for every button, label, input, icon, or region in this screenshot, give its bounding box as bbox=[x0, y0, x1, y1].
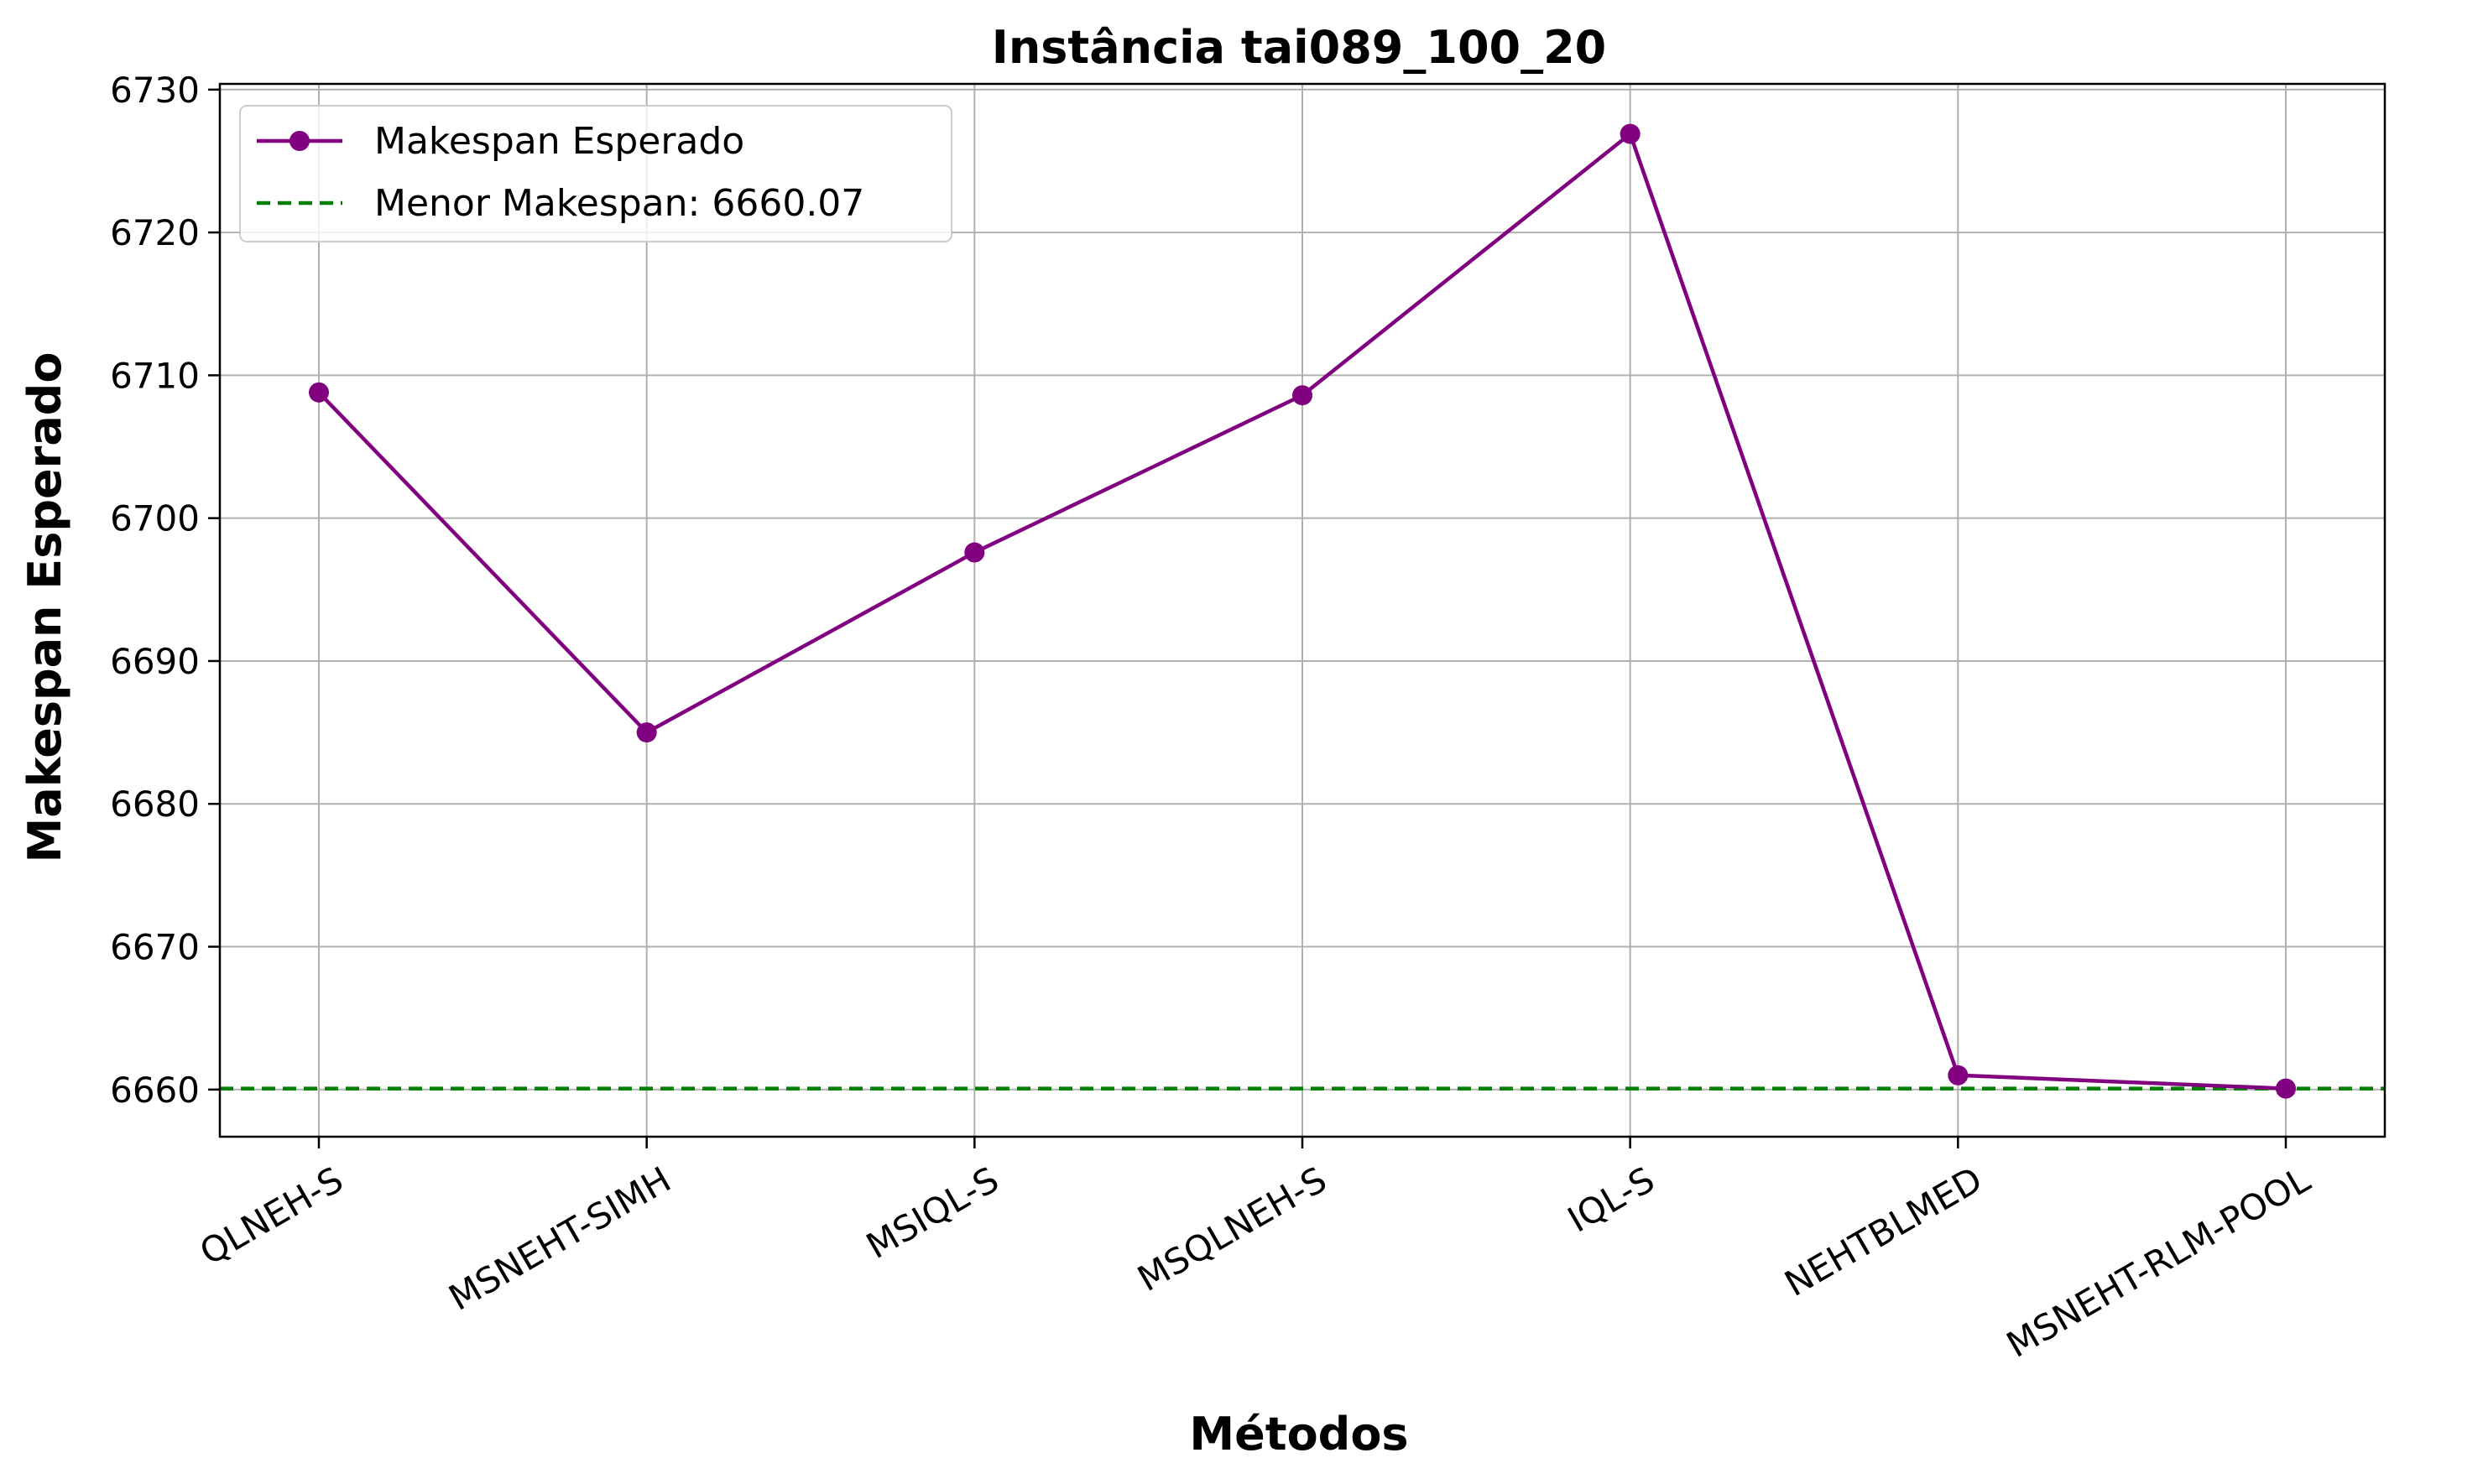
y-tick-label: 6730 bbox=[110, 70, 200, 111]
legend: Makespan Esperado Menor Makespan: 6660.0… bbox=[239, 105, 952, 242]
legend-box bbox=[239, 105, 952, 242]
legend-series-marker bbox=[290, 131, 310, 151]
y-tick-label: 6710 bbox=[110, 355, 200, 396]
y-tick-label: 6680 bbox=[110, 784, 200, 825]
series-layer bbox=[309, 123, 2296, 1099]
data-point bbox=[309, 382, 329, 403]
y-tick-label: 6720 bbox=[110, 212, 200, 253]
x-tick-label: NEHTBLMED bbox=[1777, 1159, 1989, 1304]
x-tick-label: QLNEH-S bbox=[193, 1159, 350, 1273]
data-point bbox=[1620, 123, 1641, 144]
y-tick-label: 6670 bbox=[110, 927, 200, 968]
data-point bbox=[2276, 1078, 2296, 1099]
legend-series-label: Makespan Esperado bbox=[374, 120, 744, 163]
data-point bbox=[636, 722, 657, 743]
data-point bbox=[1948, 1065, 1969, 1086]
x-axis-title: Métodos bbox=[1189, 1408, 1408, 1461]
y-tick-label: 6660 bbox=[110, 1070, 200, 1111]
y-axis: 6660 6670 6680 6690 6700 6710 6720 6730 bbox=[110, 70, 220, 1111]
y-tick-label: 6690 bbox=[110, 641, 200, 682]
data-point bbox=[964, 542, 985, 563]
x-axis: QLNEH-S MSNEHT-SIMH MSIQL-S MSQLNEH-S IQL-S N… bbox=[193, 1137, 2318, 1366]
legend-reference-label: Menor Makespan: 6660.07 bbox=[374, 182, 864, 225]
chart-title: Instância tai089_100_20 bbox=[992, 21, 1606, 74]
x-tick-label: MSQLNEH-S bbox=[1130, 1159, 1333, 1299]
grid-lines bbox=[220, 84, 2385, 1137]
y-tick-label: 6700 bbox=[110, 498, 200, 539]
x-tick-label: MSNEHT-SIMH bbox=[442, 1159, 678, 1319]
x-tick-label: MSIQL-S bbox=[859, 1159, 1005, 1267]
x-tick-label: MSNEHT-RLM-POOL bbox=[2000, 1159, 2318, 1366]
y-axis-title: Makespan Esperado bbox=[18, 352, 71, 863]
data-point bbox=[1292, 385, 1312, 406]
x-tick-label: IQL-S bbox=[1561, 1159, 1661, 1240]
